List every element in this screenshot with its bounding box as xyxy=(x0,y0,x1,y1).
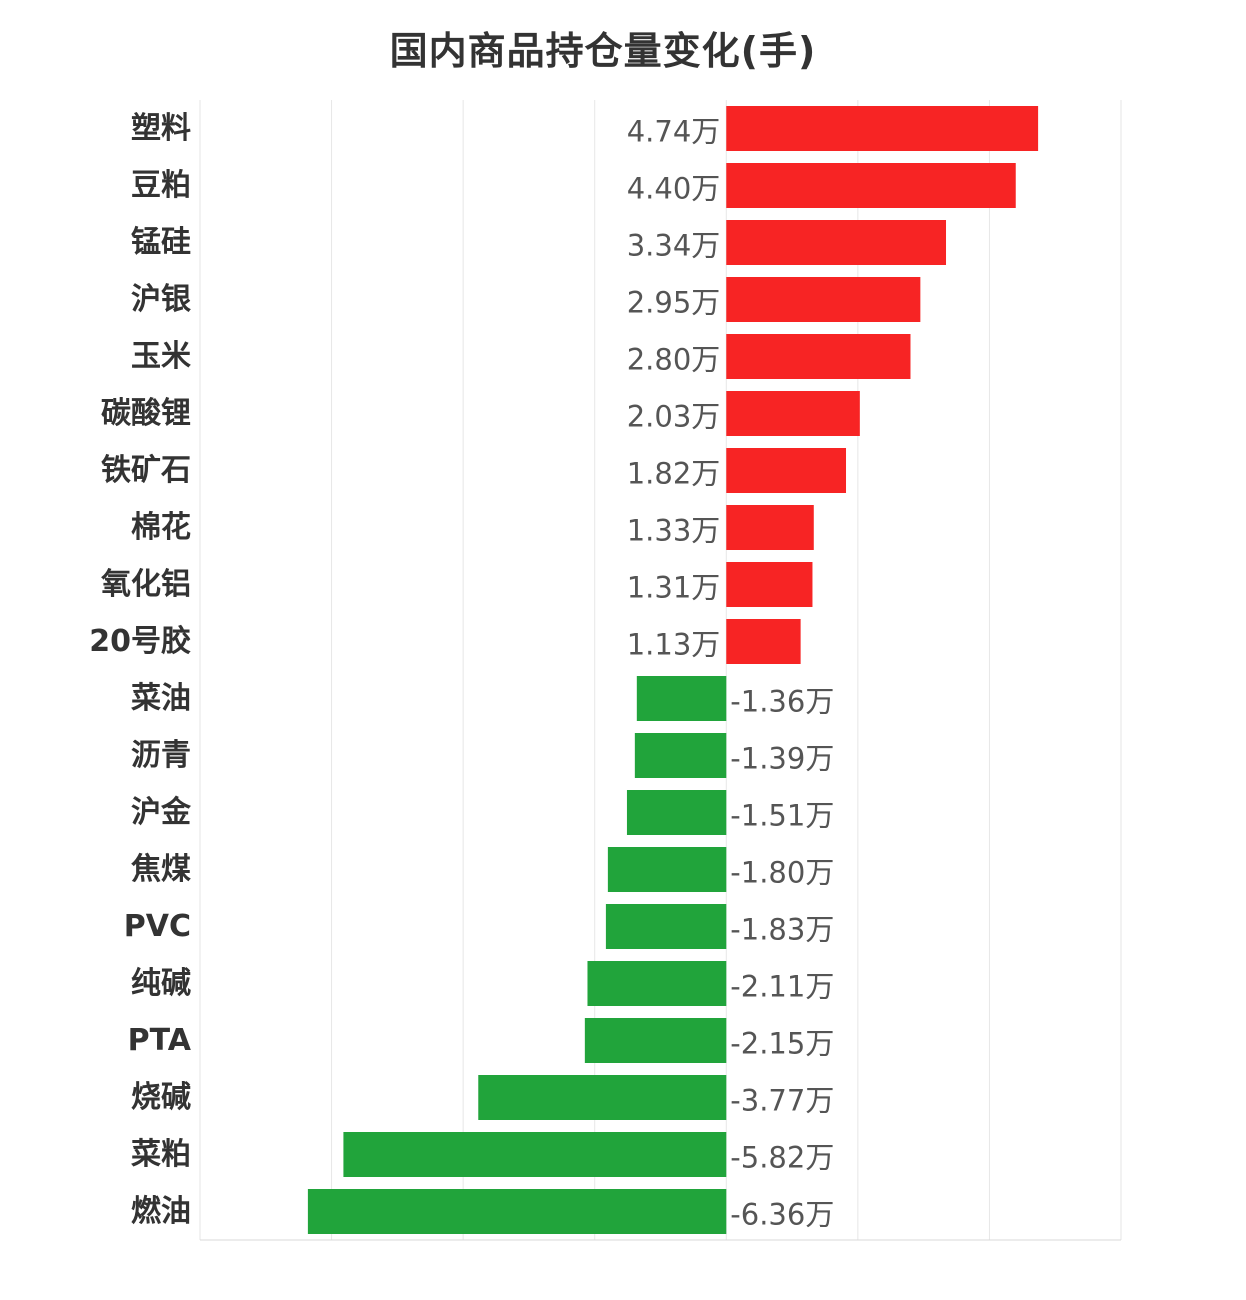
value-label: 2.95万 xyxy=(627,286,721,320)
category-label: 沪金 xyxy=(131,795,192,830)
bar xyxy=(726,619,801,664)
category-label: 菜油 xyxy=(131,681,191,716)
category-label: 焦煤 xyxy=(131,852,191,887)
bar xyxy=(605,904,727,949)
value-label: -1.80万 xyxy=(730,856,834,890)
bar xyxy=(726,334,911,379)
value-label: 2.03万 xyxy=(627,400,721,434)
category-label: 玉米 xyxy=(131,339,191,374)
bar xyxy=(584,1018,727,1063)
bar-layer xyxy=(307,106,1039,1234)
bar xyxy=(626,790,727,835)
category-label: PTA xyxy=(128,1023,192,1058)
category-label: 豆粕 xyxy=(131,168,191,203)
bar xyxy=(726,277,921,322)
category-label: 燃油 xyxy=(131,1194,191,1229)
value-label: -3.77万 xyxy=(730,1084,834,1118)
category-label: 沪银 xyxy=(131,282,191,317)
category-label: 棉花 xyxy=(131,510,191,545)
value-label: 4.40万 xyxy=(627,172,721,206)
value-label: -2.11万 xyxy=(730,970,834,1004)
bar xyxy=(726,505,814,550)
bar xyxy=(636,676,727,721)
value-label: 3.34万 xyxy=(627,229,721,263)
value-label: -6.36万 xyxy=(730,1198,834,1232)
category-label: 锰硅 xyxy=(131,225,191,260)
value-label: -5.82万 xyxy=(730,1141,834,1175)
category-label: 纯碱 xyxy=(131,966,191,1001)
category-label: 铁矿石 xyxy=(101,453,191,488)
bar xyxy=(587,961,727,1006)
value-label: -1.36万 xyxy=(730,685,834,719)
category-label: 菜粕 xyxy=(131,1137,191,1172)
bar xyxy=(726,391,860,436)
bar xyxy=(726,220,947,265)
value-label: -1.51万 xyxy=(730,799,834,833)
bar xyxy=(726,106,1039,151)
value-label: -2.15万 xyxy=(730,1027,834,1061)
chart-title: 国内商品持仓量变化(手) xyxy=(389,29,817,73)
value-label: 1.33万 xyxy=(627,514,721,548)
value-label: 4.74万 xyxy=(627,115,721,149)
value-label: 2.80万 xyxy=(627,343,721,377)
value-label: 1.82万 xyxy=(627,457,721,491)
category-label: 烧碱 xyxy=(131,1080,191,1115)
grid-layer xyxy=(199,100,1122,1241)
category-label: 塑料 xyxy=(131,111,191,146)
bar xyxy=(607,847,727,892)
value-label: -1.39万 xyxy=(730,742,834,776)
bar xyxy=(726,448,847,493)
bar xyxy=(726,163,1016,208)
value-label: 1.31万 xyxy=(627,571,721,605)
category-label: 20号胶 xyxy=(89,624,191,659)
value-label: 1.13万 xyxy=(627,628,721,662)
category-label: 氧化铝 xyxy=(101,567,191,602)
value-label: -1.83万 xyxy=(730,913,834,947)
bar xyxy=(343,1132,727,1177)
bar xyxy=(307,1189,727,1234)
category-label: 沥青 xyxy=(131,738,191,773)
bar xyxy=(478,1075,727,1120)
category-label: PVC xyxy=(124,909,191,944)
category-label: 碳酸锂 xyxy=(101,396,191,431)
bar xyxy=(726,562,813,607)
bar xyxy=(634,733,727,778)
